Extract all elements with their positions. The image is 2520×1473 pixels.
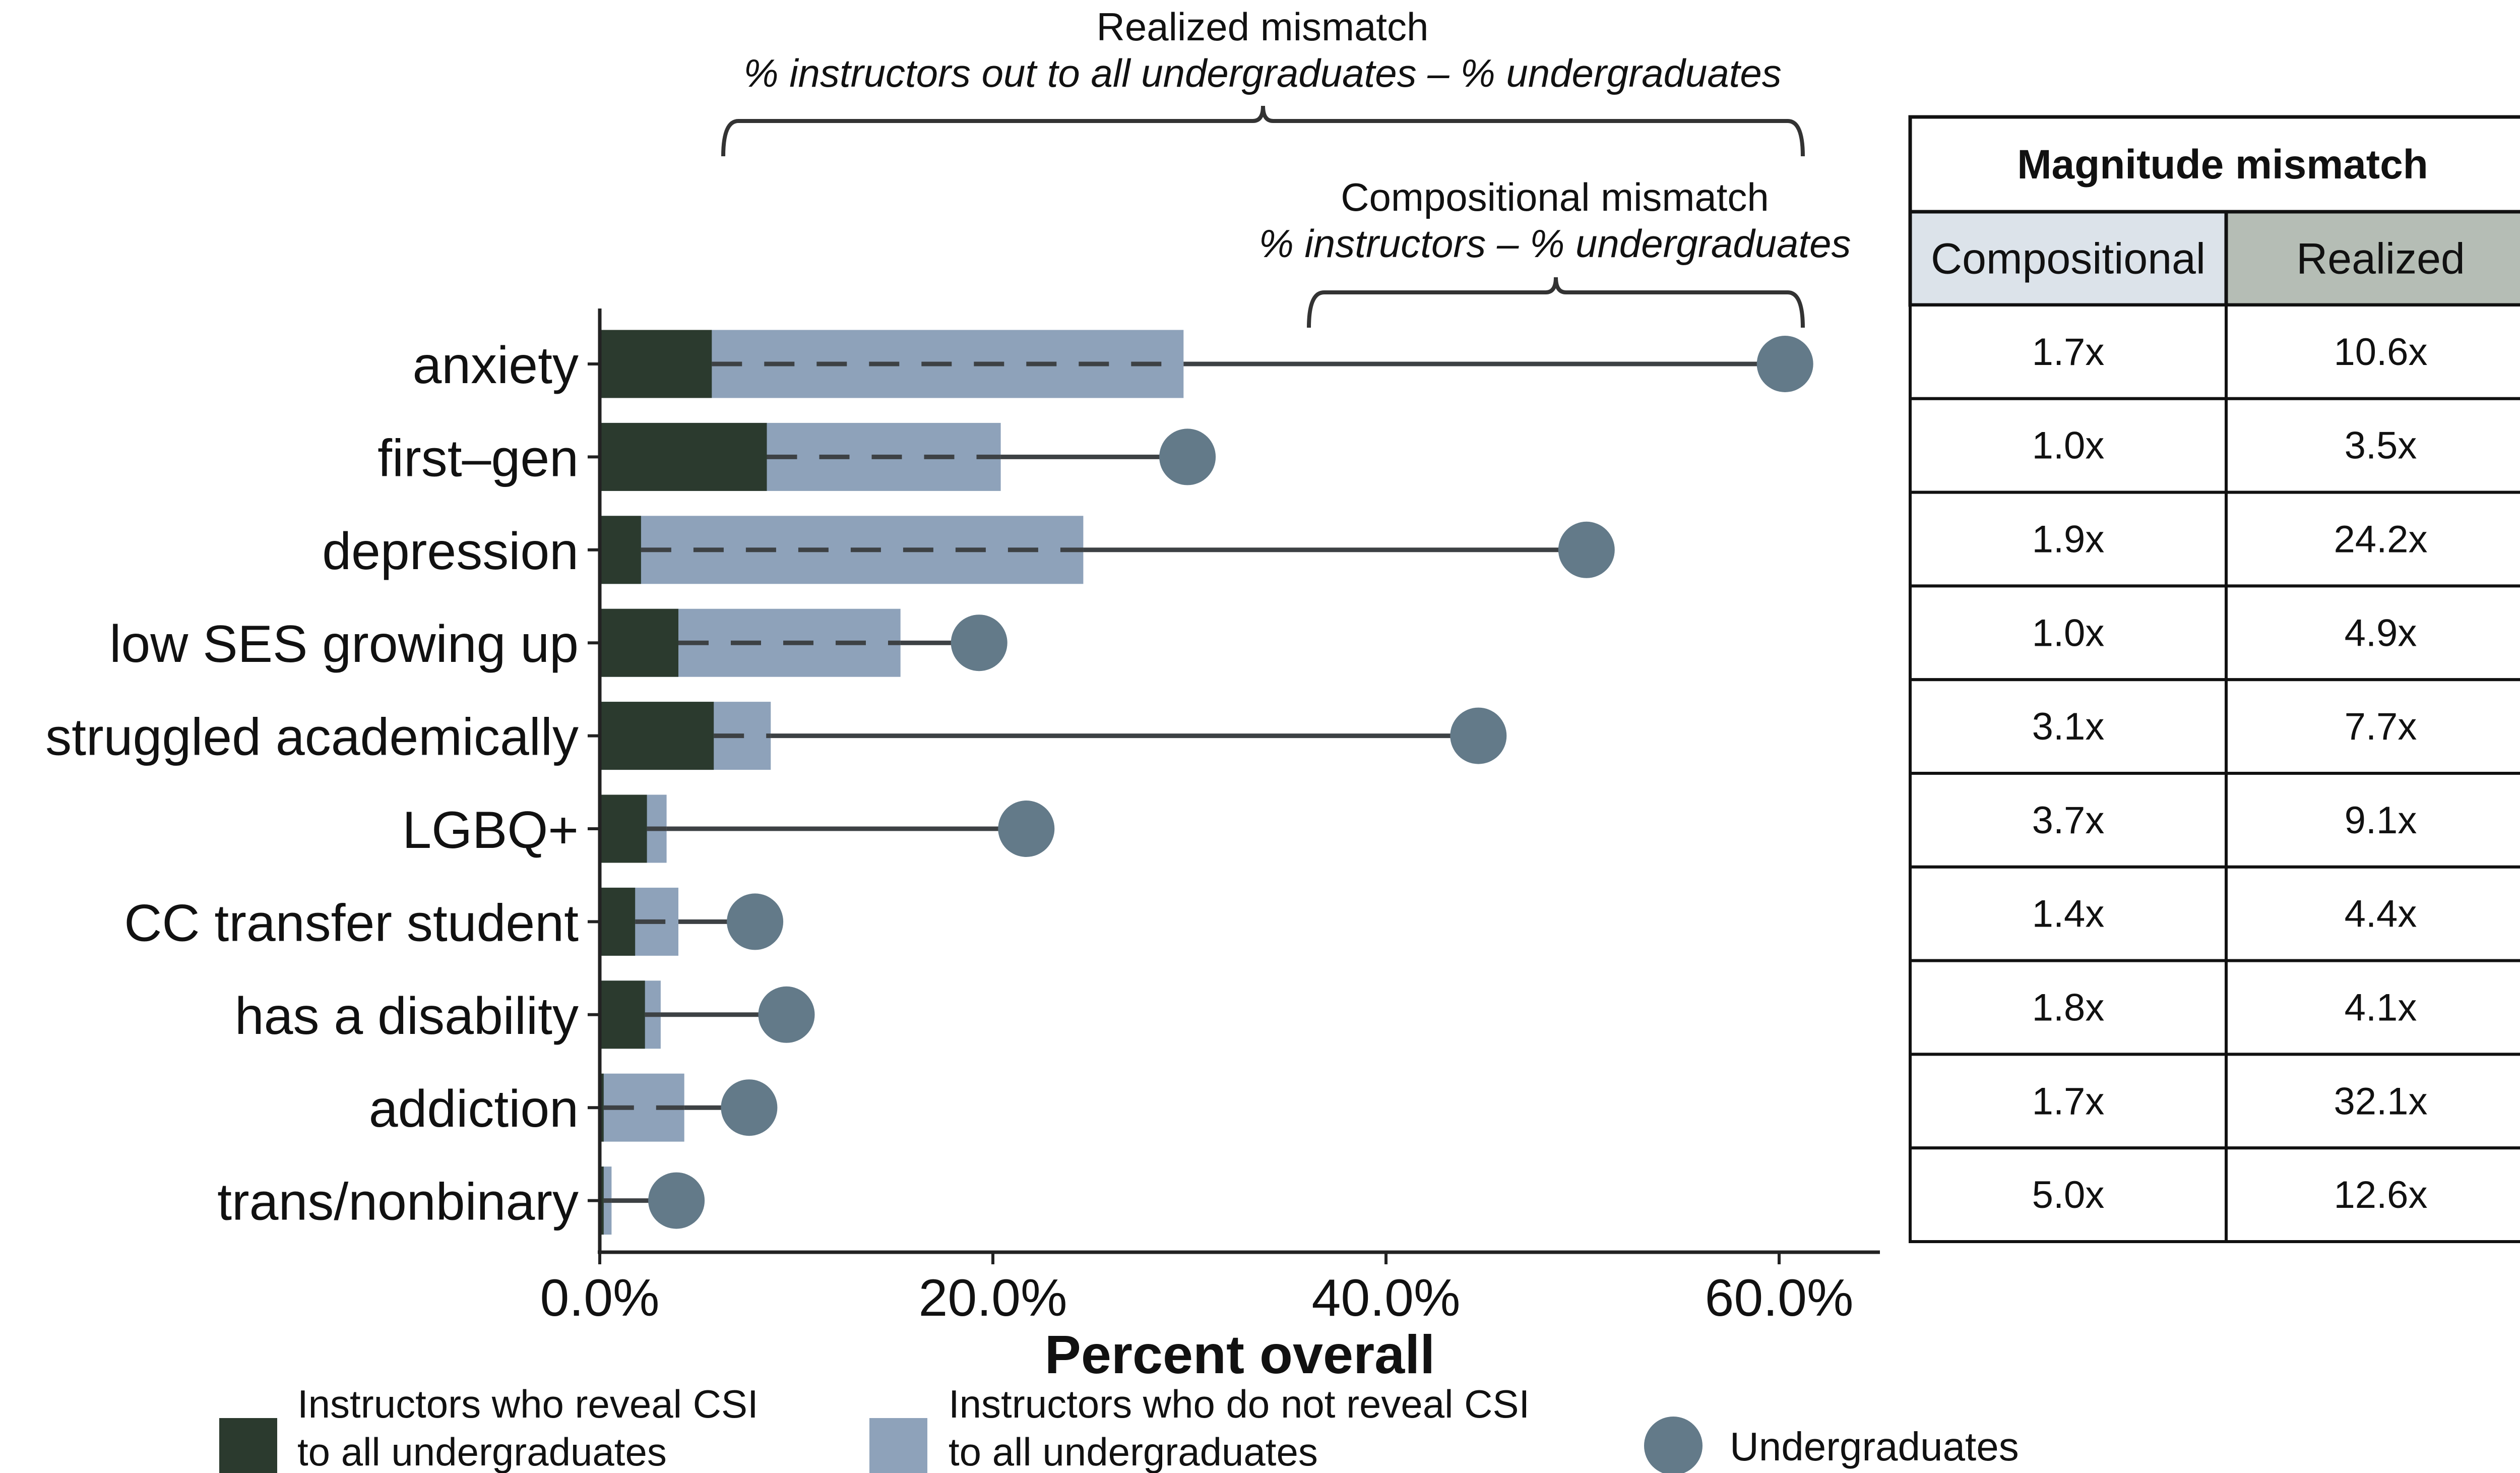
bar-not-reveal [600, 516, 1084, 584]
category-label: trans/nonbinary [217, 1173, 579, 1232]
undergraduate-point [998, 801, 1055, 857]
x-tick-label: 60.0% [1705, 1269, 1854, 1327]
table-cell-value: 10.6x [2334, 331, 2428, 374]
realized-mismatch-brace [721, 105, 1805, 157]
table-cell-value: 1.9x [2032, 518, 2105, 561]
table-cell-value: 4.9x [2345, 611, 2417, 654]
table-cell [2225, 1146, 2520, 1243]
realized-mismatch-subtitle: % instructors out to all undergraduates … [743, 51, 1782, 95]
table-cell-value: 12.6x [2334, 1174, 2428, 1216]
table-cell-value: 5.0x [2032, 1174, 2105, 1216]
undergraduate-point [758, 986, 815, 1043]
category-label: anxiety [412, 336, 579, 395]
axes: anxiety first–gen depression low SES growin… [45, 309, 1880, 1385]
bar-reveal [600, 422, 767, 491]
bar-reveal [600, 980, 645, 1049]
x-axis-title: Percent overall [1045, 1324, 1435, 1385]
table-cell-value: 1.4x [2032, 893, 2105, 936]
undergraduate-point [1159, 428, 1216, 485]
table-cell [2225, 397, 2520, 494]
plot-area [600, 330, 1813, 1235]
compositional-mismatch-title: Compositional mismatch [1341, 175, 1769, 219]
table-cell [2225, 678, 2520, 775]
undergraduate-point [1450, 707, 1507, 764]
table-cell-value: 3.1x [2032, 705, 2105, 748]
table-cell [1909, 303, 2228, 400]
undergraduate-point [727, 893, 784, 950]
table-header-cell [2224, 210, 2520, 307]
table-cell [1909, 1146, 2228, 1243]
bar-reveal [600, 1167, 604, 1235]
category-label: LGBQ+ [402, 801, 579, 860]
table-header-label: Compositional [1931, 235, 2206, 283]
table-cell-value: 1.0x [2032, 611, 2105, 654]
table-cell [2225, 959, 2520, 1056]
table-cell-value: 4.1x [2345, 987, 2417, 1029]
legend-swatch-not-reveal [869, 1418, 927, 1473]
table-cell [2225, 303, 2520, 400]
category-label: struggled academically [45, 708, 579, 767]
table-title-cell [1908, 115, 2520, 214]
table-cell-value: 3.7x [2032, 799, 2105, 842]
compositional-mismatch-subtitle: % instructors – % undergraduates [1259, 221, 1851, 266]
table-cell-value: 4.4x [2345, 893, 2417, 936]
bar-reveal [600, 608, 678, 677]
table-cell [1909, 772, 2228, 869]
bar-reveal [600, 887, 636, 956]
x-tick-label: 40.0% [1312, 1269, 1461, 1327]
legend-label: Undergraduates [1730, 1424, 2019, 1469]
bar-reveal [600, 794, 647, 863]
table-cell [2225, 865, 2520, 962]
undergraduate-point [721, 1079, 778, 1136]
table-header-cell [1908, 210, 2228, 307]
bar-reveal [600, 702, 714, 770]
table-cell [1909, 959, 2228, 1056]
undergraduate-point [1756, 336, 1813, 392]
magnitude-mismatch-table: Magnitude mismatch Compositional Realized 1… [1908, 115, 2520, 1243]
legend-label: Instructors who do not reveal CSI [949, 1382, 1530, 1426]
bar-reveal [600, 1073, 604, 1142]
table-cell-value: 1.7x [2032, 331, 2105, 374]
category-label: has a disability [235, 987, 579, 1046]
table-cell-value: 1.7x [2032, 1080, 2105, 1123]
compositional-mismatch-brace [1307, 277, 1805, 328]
table-cell [2225, 584, 2520, 682]
table-cell-value: 1.0x [2032, 424, 2105, 467]
table-cell-value: 3.5x [2345, 424, 2417, 467]
realized-mismatch-title: Realized mismatch [1097, 5, 1429, 49]
undergraduate-point [1558, 521, 1615, 578]
table-cell [1909, 584, 2228, 682]
table-cell [2225, 772, 2520, 869]
table-cell-value: 32.1x [2334, 1080, 2428, 1123]
legend-marker-undergraduates [1644, 1417, 1703, 1473]
legend-swatch-reveal [219, 1418, 277, 1473]
undergraduate-point [648, 1172, 705, 1229]
category-label: addiction [369, 1080, 579, 1138]
table-cell-value: 1.8x [2032, 987, 2105, 1029]
legend-label: to all undergraduates [949, 1430, 1318, 1473]
bar-reveal [600, 330, 712, 398]
category-label: depression [322, 522, 579, 581]
mismatch-annotations: Realized mismatch% instructors out to al… [721, 5, 1851, 328]
table-cell-value: 9.1x [2345, 799, 2417, 842]
x-tick-label: 20.0% [919, 1269, 1067, 1327]
category-label: first–gen [377, 429, 579, 487]
category-label: low SES growing up [109, 615, 579, 673]
table-title: Magnitude mismatch [2017, 142, 2428, 188]
undergraduate-point [951, 615, 1007, 671]
table-cell-value: 24.2x [2334, 518, 2428, 561]
table-header-label: Realized [2296, 235, 2465, 283]
category-label: CC transfer student [124, 894, 579, 952]
bar-reveal [600, 516, 641, 584]
table-cell [2225, 490, 2520, 588]
legend-label: Instructors who reveal CSI [297, 1382, 759, 1426]
legend-label: to all undergraduates [297, 1430, 667, 1473]
table-cell-value: 7.7x [2345, 705, 2417, 748]
x-tick-label: 0.0% [540, 1269, 659, 1327]
